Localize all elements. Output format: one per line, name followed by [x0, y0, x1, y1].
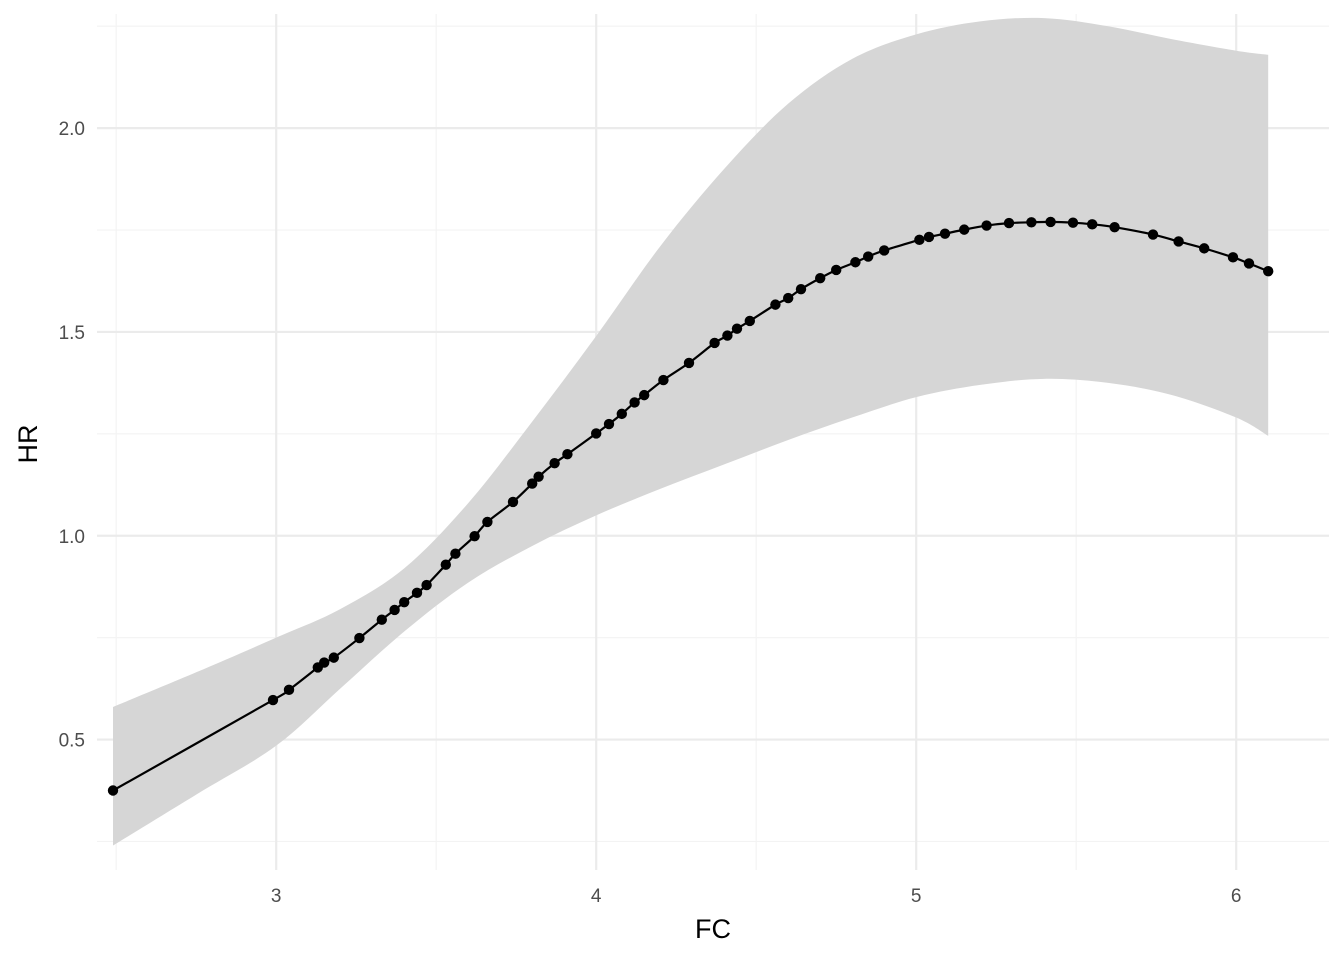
data-point — [562, 449, 573, 460]
data-point — [1173, 236, 1184, 247]
data-point — [354, 632, 365, 644]
data-point — [283, 684, 295, 696]
data-point — [107, 785, 119, 796]
data-point — [267, 694, 279, 706]
data-point — [450, 548, 461, 559]
data-point — [1087, 219, 1098, 230]
data-point — [959, 224, 970, 235]
data-point — [722, 330, 733, 341]
y-tick-label: 0.5 — [59, 731, 85, 752]
data-point — [731, 323, 743, 334]
data-point — [482, 516, 493, 528]
data-point — [389, 604, 400, 616]
y-axis-title: HR — [13, 425, 43, 464]
x-tick-label: 6 — [1231, 886, 1242, 907]
data-point — [939, 228, 951, 239]
confidence-ribbon-layer — [113, 17, 1269, 846]
data-point — [815, 272, 826, 284]
data-point — [1067, 217, 1079, 228]
data-point — [914, 234, 925, 246]
x-tick-labels: 3 4 5 6 — [271, 886, 1242, 907]
data-point — [863, 251, 874, 262]
data-point — [1003, 217, 1015, 229]
x-tick-label: 4 — [591, 886, 602, 907]
data-point — [744, 315, 755, 327]
data-point — [527, 478, 538, 489]
data-point — [533, 471, 544, 482]
data-point — [683, 357, 695, 369]
data-point — [1045, 216, 1056, 228]
data-point — [658, 374, 669, 386]
data-point — [1199, 243, 1210, 254]
data-point — [319, 657, 330, 668]
data-point — [440, 559, 451, 570]
y-tick-label: 1.0 — [59, 527, 85, 548]
data-point — [376, 614, 387, 625]
data-point — [328, 652, 339, 663]
data-point — [629, 397, 640, 408]
data-point — [709, 337, 720, 349]
x-axis-title: FC — [695, 914, 731, 944]
data-point — [421, 579, 432, 591]
data-point — [411, 587, 423, 599]
data-point — [603, 418, 615, 430]
confidence-ribbon — [113, 17, 1269, 846]
data-point — [879, 245, 890, 256]
data-point — [1026, 217, 1037, 228]
data-point — [549, 458, 560, 469]
data-point — [831, 264, 842, 276]
x-tick-label: 3 — [271, 886, 282, 907]
data-point — [639, 389, 650, 401]
data-point — [469, 530, 480, 542]
data-point — [1227, 252, 1239, 263]
data-point — [1243, 258, 1255, 269]
data-point — [1109, 221, 1120, 233]
y-tick-label: 1.5 — [59, 323, 85, 344]
data-point — [507, 496, 519, 508]
data-point — [923, 231, 935, 243]
y-tick-labels: 0.5 1.0 1.5 2.0 — [59, 119, 85, 751]
data-point — [850, 257, 861, 268]
data-point — [981, 220, 992, 231]
data-point — [1263, 266, 1274, 277]
data-point — [795, 283, 807, 295]
data-point — [591, 428, 602, 439]
data-point — [1147, 229, 1159, 240]
data-point — [770, 299, 781, 310]
data-point — [616, 408, 627, 420]
data-point — [783, 292, 794, 304]
data-point — [399, 596, 410, 608]
y-tick-label: 2.0 — [59, 119, 85, 140]
series-points-layer — [107, 216, 1274, 796]
x-tick-label: 5 — [911, 886, 922, 907]
